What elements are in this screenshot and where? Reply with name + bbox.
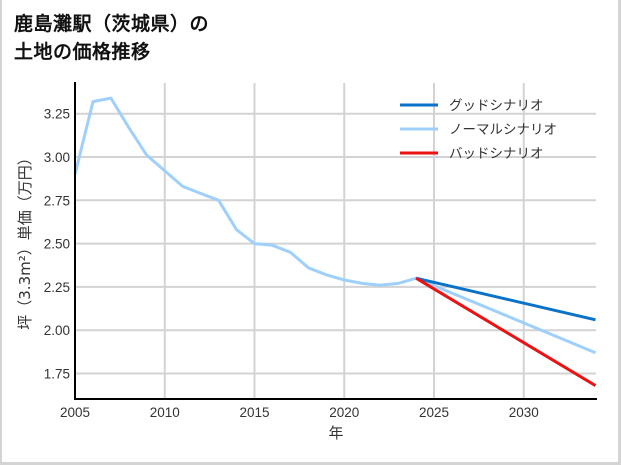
chart-title-line2: 土地の価格推移 xyxy=(14,41,151,63)
y-tick-label: 2.00 xyxy=(44,323,70,338)
y-tick-label: 2.75 xyxy=(44,193,70,208)
series-lines xyxy=(73,96,597,387)
x-tick-label: 2015 xyxy=(239,405,269,420)
y-axis-label: 坪（3.3m²）単価（万円） xyxy=(16,150,34,329)
y-tick-label: 2.25 xyxy=(44,280,70,295)
y-tick-label: 3.25 xyxy=(44,107,70,122)
x-axis-label: 年 xyxy=(328,424,343,442)
x-tick-label: 2010 xyxy=(150,405,180,420)
x-tick-label: 2030 xyxy=(509,405,539,420)
gridlines xyxy=(75,83,596,399)
chart-title: 鹿島灘駅（茨城県）の 土地の価格推移 xyxy=(14,10,209,66)
legend-label: グッドシナリオ xyxy=(449,98,544,114)
legend-label: バッドシナリオ xyxy=(449,146,544,162)
y-tick-label: 3.00 xyxy=(44,150,70,165)
legend-label: ノーマルシナリオ xyxy=(449,122,557,138)
y-tick-label: 1.75 xyxy=(44,367,70,382)
x-tick-label: 2005 xyxy=(60,405,90,420)
series-line-0 xyxy=(415,276,596,322)
y-tick-label: 2.50 xyxy=(44,237,70,252)
x-tick-label: 2025 xyxy=(419,405,449,420)
chart-title-line1: 鹿島灘駅（茨城県）の xyxy=(14,13,210,35)
series-line-2 xyxy=(415,276,597,387)
x-tick-labels: 2005 2010 2015 2020 2025 2030 xyxy=(60,405,539,420)
x-tick-label: 2020 xyxy=(329,405,359,420)
axes xyxy=(74,82,597,400)
y-tick-labels: 1.75 2.00 2.25 2.50 2.75 3.00 3.25 xyxy=(44,107,70,382)
series-line-1 xyxy=(73,96,597,355)
